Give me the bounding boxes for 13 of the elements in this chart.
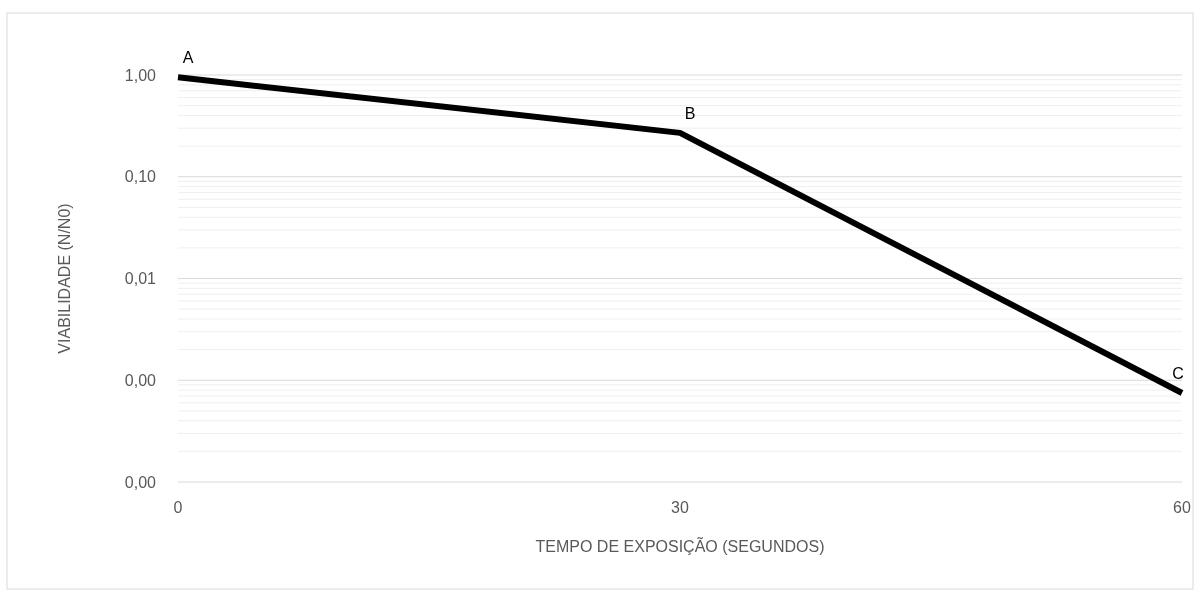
- y-axis-title: VIABILIDADE (N/N0): [56, 203, 73, 354]
- annotation: B: [684, 104, 696, 122]
- annotation: C: [1172, 364, 1184, 382]
- x-tick-label: 60: [1173, 499, 1191, 516]
- x-axis-title: TEMPO DE EXPOSIÇÃO (SEGUNDOS): [535, 536, 825, 555]
- x-tick-label: 0: [173, 499, 183, 516]
- x-tick-label: 30: [671, 499, 689, 516]
- y-tick-label: 0,00: [124, 371, 157, 389]
- y-tick-label: 0,01: [124, 270, 157, 288]
- y-tick-label: 1,00: [124, 66, 157, 84]
- annotation: A: [182, 49, 194, 67]
- y-tick-label: 0,00: [124, 473, 157, 491]
- y-tick-label: 0,10: [124, 168, 157, 186]
